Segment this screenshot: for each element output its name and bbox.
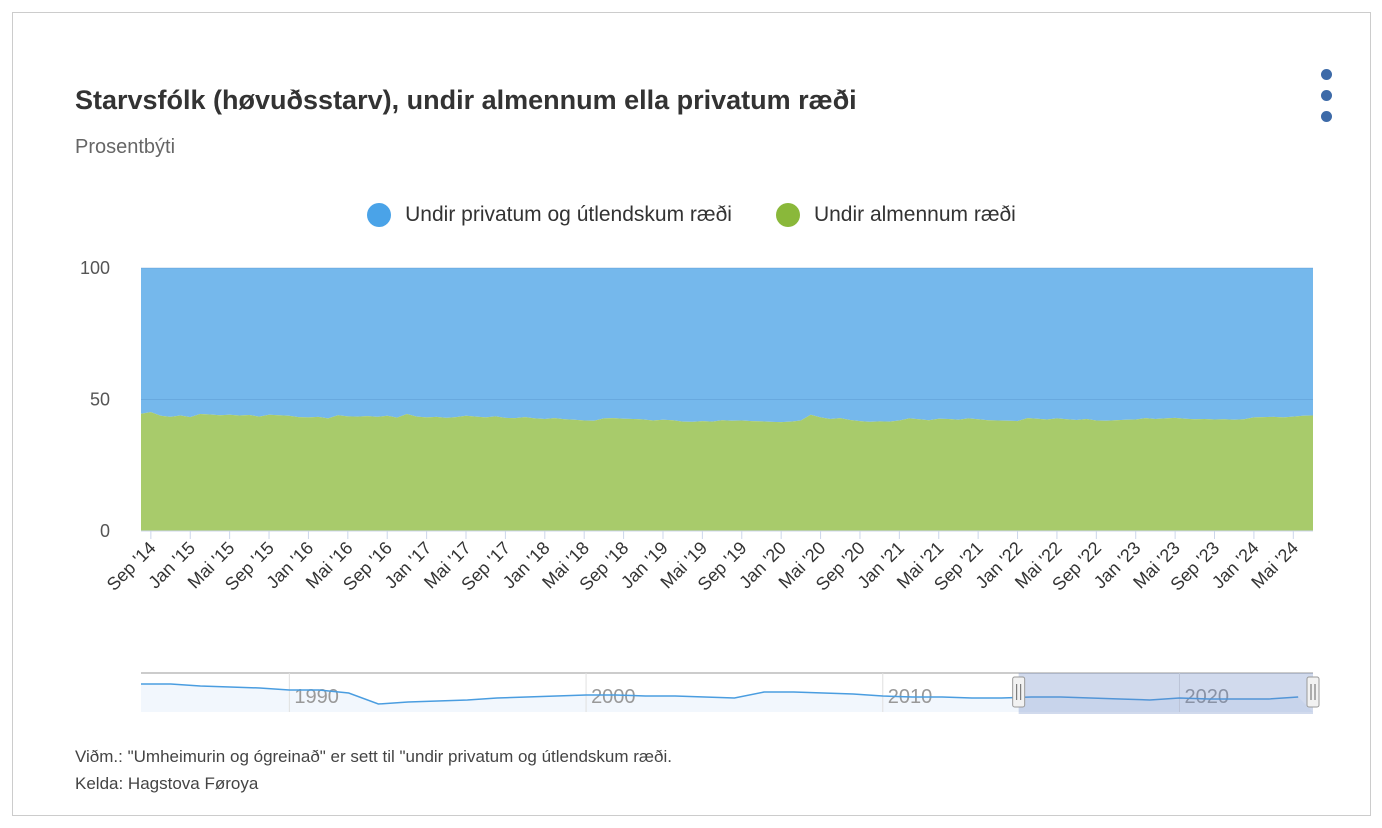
more-vertical-icon[interactable] <box>1316 69 1336 129</box>
y-tick-label: 50 <box>90 390 110 410</box>
chart-title: Starvsfólk (høvuðsstarv), undir almennum… <box>75 85 857 115</box>
legend-label: Undir almennum ræði <box>813 203 1016 226</box>
source-credit: Kelda: Hagstova Føroya <box>75 774 259 793</box>
y-tick-label: 100 <box>80 258 110 278</box>
chart-notes: Viðm.: "Umheimurin og ógreinað" er sett … <box>75 743 672 797</box>
navigator-tick-label: 2020 <box>1184 686 1229 708</box>
navigator-series-line <box>141 683 1299 705</box>
legend-dot-private <box>367 203 392 227</box>
chart-subtitle: Prosentbýti <box>75 136 176 158</box>
legend-label: Undir privatum og útlendskum ræði <box>405 203 732 226</box>
legend: Undir privatum og útlendskum ræði Undir … <box>13 203 1370 227</box>
navigator-selection[interactable] <box>1018 673 1313 714</box>
y-tick-label: 0 <box>100 521 110 541</box>
navigator-handle-left[interactable] <box>1012 676 1026 708</box>
handle-body <box>1306 676 1320 708</box>
navigator-tick-label: 2000 <box>591 686 636 708</box>
legend-item-private[interactable]: Undir privatum og útlendskum ræði <box>367 203 732 227</box>
legend-dot-public <box>775 203 800 227</box>
area-public <box>141 412 1313 531</box>
legend-item-public[interactable]: Undir almennum ræði <box>775 203 1016 227</box>
area-private <box>141 268 1313 423</box>
footnote: Viðm.: "Umheimurin og ógreinað" er sett … <box>75 747 672 766</box>
handle-body <box>1012 676 1026 708</box>
navigator-handle-right[interactable] <box>1306 676 1320 708</box>
